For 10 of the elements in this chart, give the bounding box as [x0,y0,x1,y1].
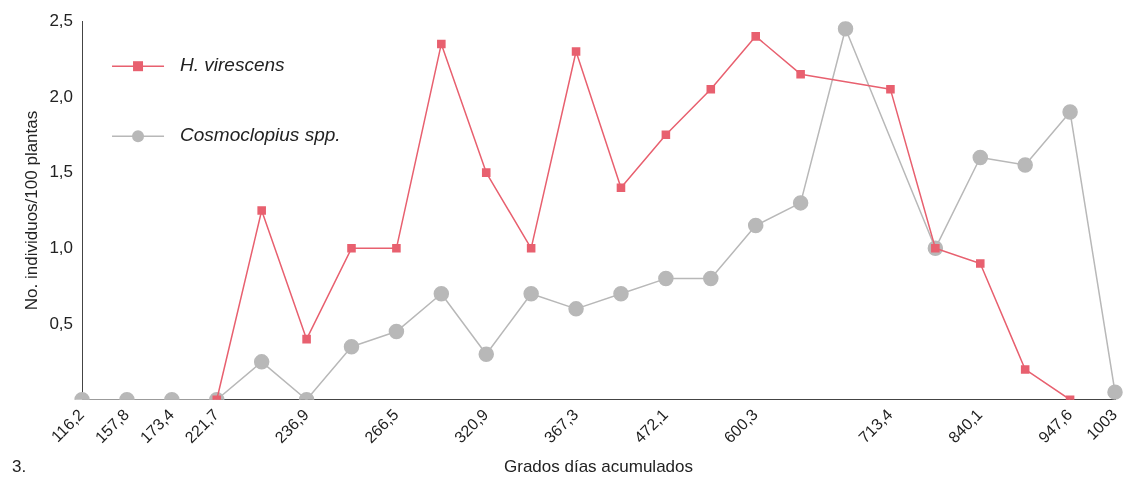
text: 3. [12,456,27,476]
y-tick-label: 0,5 [49,313,74,333]
y-tick-label: 2,0 [49,86,74,106]
y-tick-label: 1,5 [49,162,74,182]
x-axis-title: Grados días acumulados [504,457,694,477]
y-tick-label: 1,0 [49,237,74,257]
y-axis-title: No. individuos/100 plantas [21,110,41,311]
y-tick-label: 2,5 [49,10,74,30]
legend-label: Cosmoclopius spp. [180,124,341,146]
legend-label: H. virescens [180,54,286,76]
